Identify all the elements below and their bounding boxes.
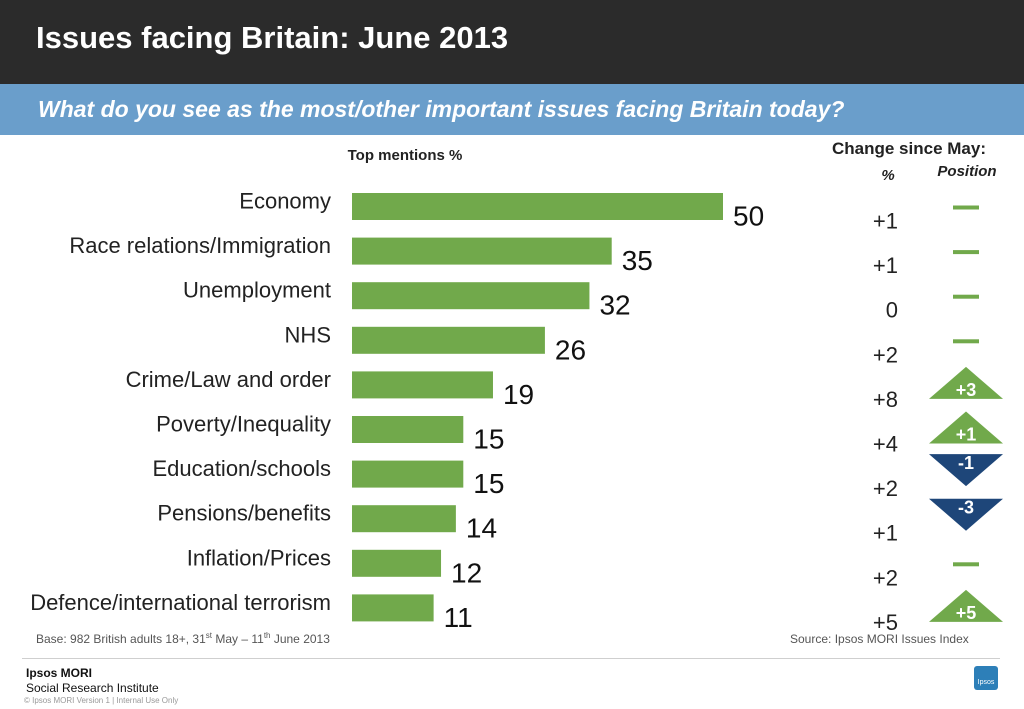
org-subtitle: Social Research Institute — [26, 681, 159, 695]
category-label: Economy — [239, 189, 331, 214]
bar — [352, 193, 723, 220]
ipsos-logo-icon: Ipsos — [974, 666, 998, 690]
category-label: Crime/Law and order — [126, 367, 331, 392]
change-pct-label: +2 — [873, 476, 898, 501]
value-label: 32 — [599, 290, 630, 321]
change-pct-label: +1 — [873, 521, 898, 546]
bar — [352, 549, 442, 577]
change-pct-label: +2 — [873, 565, 898, 590]
position-up-arrow-icon — [929, 411, 1003, 444]
bar — [352, 594, 434, 622]
position-change-label: +1 — [956, 425, 977, 445]
bar — [352, 416, 464, 443]
category-label: Pensions/benefits — [157, 501, 331, 526]
category-label: Unemployment — [183, 278, 331, 303]
no-change-dash-icon — [953, 339, 979, 344]
value-label: 19 — [503, 379, 534, 410]
change-pct-label: +1 — [873, 253, 898, 278]
position-down-arrow-icon — [929, 454, 1003, 487]
title-bar — [0, 0, 1024, 84]
bar — [352, 460, 464, 488]
change-position-header: Position — [937, 163, 996, 180]
bar — [352, 371, 493, 399]
value-label: 11 — [444, 602, 473, 633]
change-pct-label: +2 — [873, 342, 898, 367]
footer-divider — [22, 658, 1000, 659]
position-change-label: +3 — [956, 380, 977, 400]
category-label: Education/schools — [152, 456, 331, 481]
bar — [352, 282, 590, 310]
category-label: Inflation/Prices — [187, 545, 331, 570]
page-title: Issues facing Britain: June 2013 — [36, 20, 509, 55]
subtitle-bar — [0, 84, 1024, 135]
value-label: 14 — [466, 513, 497, 544]
change-header: Change since May: — [832, 139, 986, 158]
bar — [352, 505, 456, 533]
change-pct-label: +8 — [873, 387, 898, 412]
base-note: Base: 982 British adults 18+, 31st May –… — [36, 631, 330, 646]
value-label: 15 — [473, 424, 504, 455]
copyright-text: © Ipsos MORI Version 1 | Internal Use On… — [24, 696, 179, 705]
position-change-label: -1 — [958, 453, 974, 473]
position-up-arrow-icon — [929, 366, 1003, 399]
change-pct-label: +4 — [873, 432, 898, 457]
category-label: Race relations/Immigration — [69, 233, 331, 258]
change-pct-label: +1 — [873, 209, 898, 234]
position-change-label: +5 — [956, 603, 977, 623]
position-change-label: -3 — [958, 498, 974, 518]
value-axis-header: Top mentions % — [348, 147, 463, 164]
position-up-arrow-icon — [929, 589, 1003, 622]
org-name: Ipsos MORI — [26, 666, 93, 680]
no-change-dash-icon — [953, 250, 979, 255]
change-pct-label: +5 — [873, 610, 898, 635]
no-change-dash-icon — [953, 562, 979, 567]
source-note: Source: Ipsos MORI Issues Index — [790, 632, 969, 646]
category-label: Poverty/Inequality — [156, 412, 331, 437]
change-pct-label: 0 — [886, 298, 898, 323]
value-label: 15 — [473, 468, 504, 499]
value-label: 26 — [555, 334, 586, 365]
category-label: Defence/international terrorism — [30, 590, 331, 615]
value-label: 50 — [733, 201, 764, 232]
no-change-dash-icon — [953, 294, 979, 299]
bar — [352, 237, 612, 265]
value-label: 35 — [622, 245, 653, 276]
no-change-dash-icon — [953, 205, 979, 210]
change-pct-header: % — [881, 167, 894, 184]
survey-question: What do you see as the most/other import… — [38, 96, 845, 122]
position-down-arrow-icon — [929, 498, 1003, 531]
value-label: 12 — [451, 557, 482, 588]
category-label: NHS — [285, 322, 331, 347]
bar — [352, 326, 545, 354]
